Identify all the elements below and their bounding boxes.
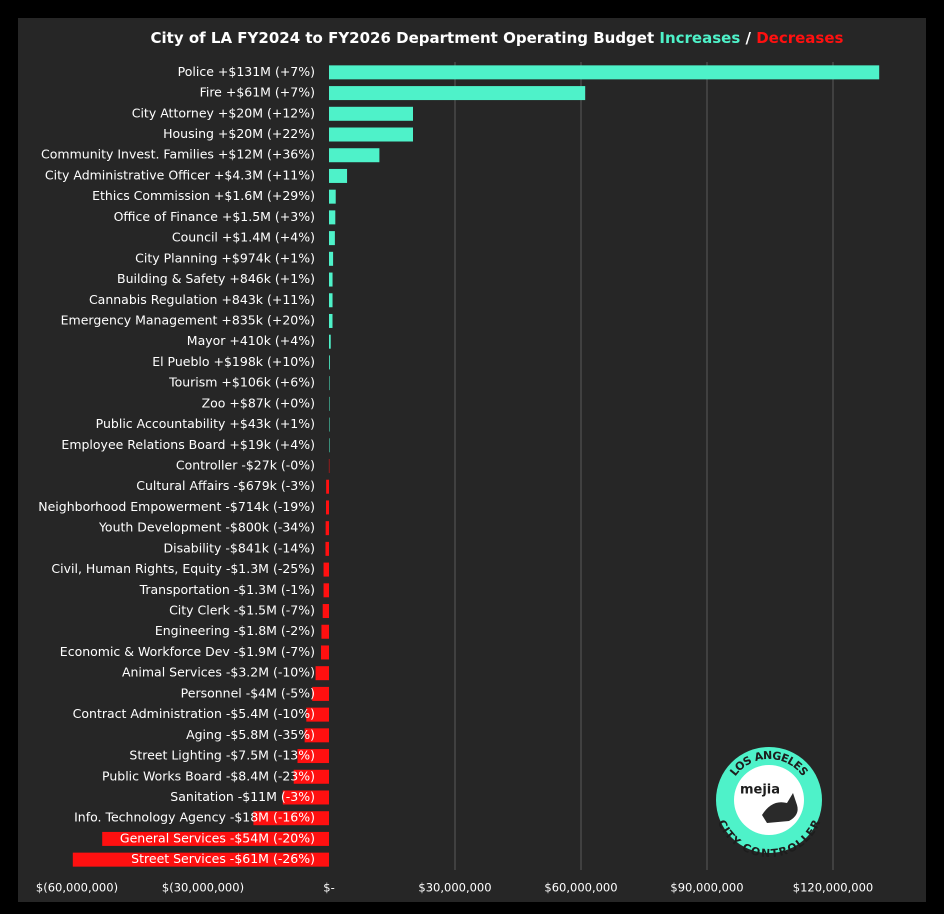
category-label: Mayor +410k (+4%): [187, 333, 315, 348]
bar: [329, 148, 380, 163]
bar: [329, 210, 336, 225]
category-label: Transportation -$1.3M (-1%): [139, 582, 315, 597]
category-label: Disability -$841k (-14%): [164, 540, 315, 555]
category-label: Housing +$20M (+22%): [163, 126, 315, 141]
bar: [306, 707, 329, 722]
category-label: Public Works Board -$8.4M (-23%): [102, 768, 315, 783]
bar: [329, 396, 330, 411]
bar: [312, 686, 329, 701]
logo-name: mejia: [740, 783, 780, 798]
category-label: City Clerk -$1.5M (-7%): [169, 603, 315, 618]
x-tick-label: $(30,000,000): [162, 881, 244, 895]
category-label: Sanitation -$11M (-3%): [170, 789, 315, 804]
category-label: Contract Administration -$5.4M (-10%): [73, 706, 315, 721]
bar: [329, 65, 880, 80]
bar: [329, 86, 586, 101]
bar: [328, 459, 330, 473]
bar: [329, 376, 330, 391]
title-decrease: Decreases: [756, 29, 843, 47]
labels: Police +$131M (+7%) Fire +$61M (+7%) City …: [38, 64, 315, 866]
bar: [321, 624, 329, 639]
bar: [329, 272, 333, 287]
bar: [329, 355, 330, 370]
bar: [282, 790, 329, 805]
bar: [329, 251, 334, 266]
x-tick-label: $(60,000,000): [36, 881, 118, 895]
category-label: Public Accountability +$43k (+1%): [96, 416, 315, 431]
category-label: Building & Safety +846k (+1%): [117, 271, 315, 286]
category-label: Street Lighting -$7.5M (-13%): [129, 748, 315, 763]
category-label: Employee Relations Board +$19k (+4%): [61, 437, 315, 452]
category-label: Community Invest. Families +$12M (+36%): [41, 147, 315, 162]
bar: [304, 728, 329, 743]
bar: [329, 438, 330, 453]
category-label: Cannabis Regulation +843k (+11%): [89, 292, 315, 307]
x-tick-label: $30,000,000: [418, 881, 491, 895]
title-increase: Increases: [659, 29, 740, 47]
category-label: Economic & Workforce Dev -$1.9M (-7%): [60, 644, 315, 659]
x-tick-label: $120,000,000: [793, 881, 873, 895]
category-label: Civil, Human Rights, Equity -$1.3M (-25%…: [51, 561, 315, 576]
bar: [322, 604, 329, 619]
bar: [329, 334, 331, 349]
bar: [321, 645, 329, 660]
category-label: City Attorney +$20M (+12%): [132, 105, 315, 120]
title-separator: /: [745, 29, 751, 47]
bar: [329, 168, 348, 183]
bar: [325, 541, 329, 556]
chart-title: City of LA FY2024 to FY2026 Department O…: [151, 29, 844, 47]
bar: [325, 521, 329, 536]
category-label: Cultural Affairs -$679k (-3%): [136, 478, 315, 493]
category-label: Info. Technology Agency -$18M (-16%): [74, 810, 315, 825]
bar: [323, 562, 329, 577]
category-label: Aging -$5.8M (-35%): [186, 727, 315, 742]
bar: [329, 417, 330, 432]
category-label: Engineering -$1.8M (-2%): [155, 623, 315, 638]
logo: LOS ANGELES CITY CONTROLLER mejia: [715, 747, 823, 860]
category-label: City Planning +$974k (+1%): [135, 250, 315, 265]
category-label: Street Services -$61M (-26%): [131, 851, 315, 866]
category-label: Animal Services -$3.2M (-10%): [122, 665, 315, 680]
bar: [293, 769, 329, 784]
category-label: City Administrative Officer +$4.3M (+11%…: [45, 167, 315, 182]
category-label: El Pueblo +$198k (+10%): [152, 354, 315, 369]
bar: [253, 811, 329, 826]
bar: [329, 106, 413, 121]
bar: [329, 127, 413, 142]
category-label: Youth Development -$800k (-34%): [98, 520, 315, 535]
bar: [329, 231, 335, 246]
category-label: Emergency Management +835k (+20%): [61, 312, 315, 327]
bars: [72, 65, 880, 867]
bar: [297, 749, 329, 764]
category-label: General Services -$54M (-20%): [120, 830, 315, 845]
category-label: Zoo +$87k (+0%): [202, 395, 315, 410]
bar: [315, 666, 329, 681]
bar: [329, 189, 336, 204]
category-label: Neighborhood Empowerment -$714k (-19%): [38, 499, 315, 514]
x-tick-label: $90,000,000: [670, 881, 743, 895]
category-label: Council +$1.4M (+4%): [172, 230, 315, 245]
x-tick-label: $60,000,000: [544, 881, 617, 895]
title-main: City of LA FY2024 to FY2026 Department O…: [151, 29, 655, 47]
grid: $(60,000,000) $(30,000,000) $- $30,000,000 $…: [36, 62, 873, 895]
category-label: Tourism +$106k (+6%): [168, 375, 315, 390]
bar: [102, 831, 329, 846]
bar: [329, 293, 333, 308]
category-label: Office of Finance +$1.5M (+3%): [114, 209, 315, 224]
logo-dog: [762, 793, 798, 823]
category-label: Ethics Commission +$1.6M (+29%): [92, 188, 315, 203]
category-label: Controller -$27k (-0%): [176, 458, 315, 473]
category-label: Fire +$61M (+7%): [200, 85, 315, 100]
category-label: Personnel -$4M (-5%): [181, 685, 315, 700]
bar: [326, 500, 329, 515]
bar: [329, 313, 333, 328]
category-label: Police +$131M (+7%): [178, 64, 315, 79]
bar: [323, 583, 329, 598]
bar: [326, 479, 329, 494]
bar: [72, 852, 330, 867]
x-tick-label: $-: [323, 881, 334, 895]
